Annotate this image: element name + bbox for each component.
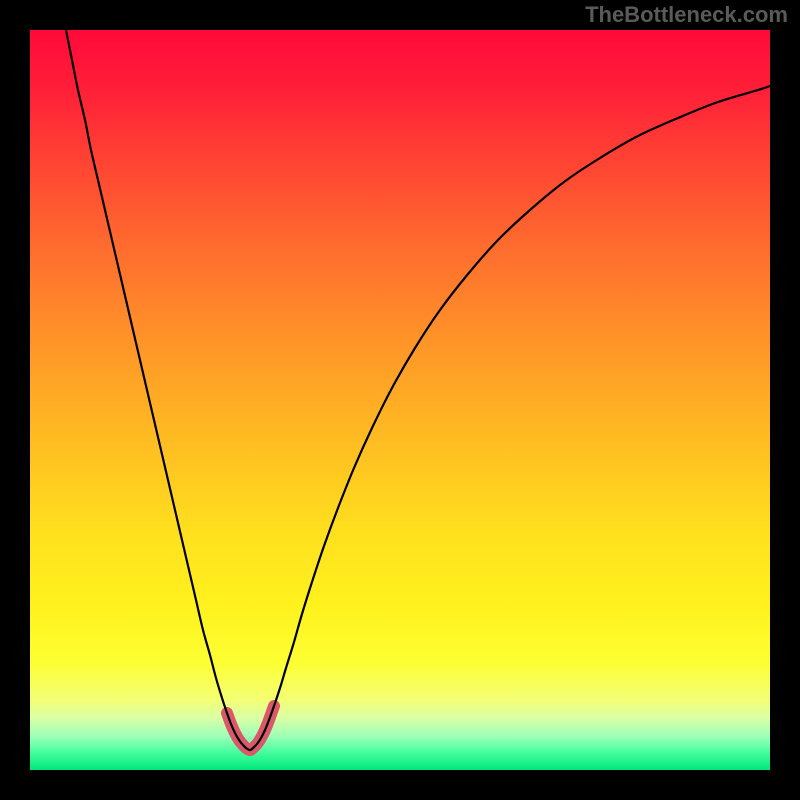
watermark-text: TheBottleneck.com [585, 2, 788, 28]
bottleneck-curve [66, 30, 770, 750]
chart-container: TheBottleneck.com [0, 0, 800, 800]
plot-area [30, 30, 770, 770]
curve-layer [30, 30, 770, 770]
